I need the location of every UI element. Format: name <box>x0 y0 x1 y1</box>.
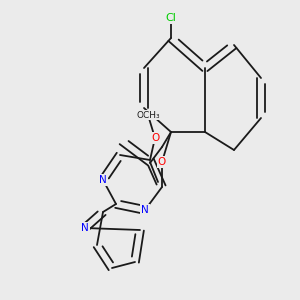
Text: O: O <box>158 157 166 167</box>
Text: N: N <box>99 175 107 185</box>
Text: N: N <box>81 223 89 233</box>
Text: OCH₃: OCH₃ <box>136 110 160 119</box>
Text: N: N <box>141 205 149 215</box>
Text: Cl: Cl <box>166 13 176 23</box>
Text: O: O <box>151 133 159 143</box>
